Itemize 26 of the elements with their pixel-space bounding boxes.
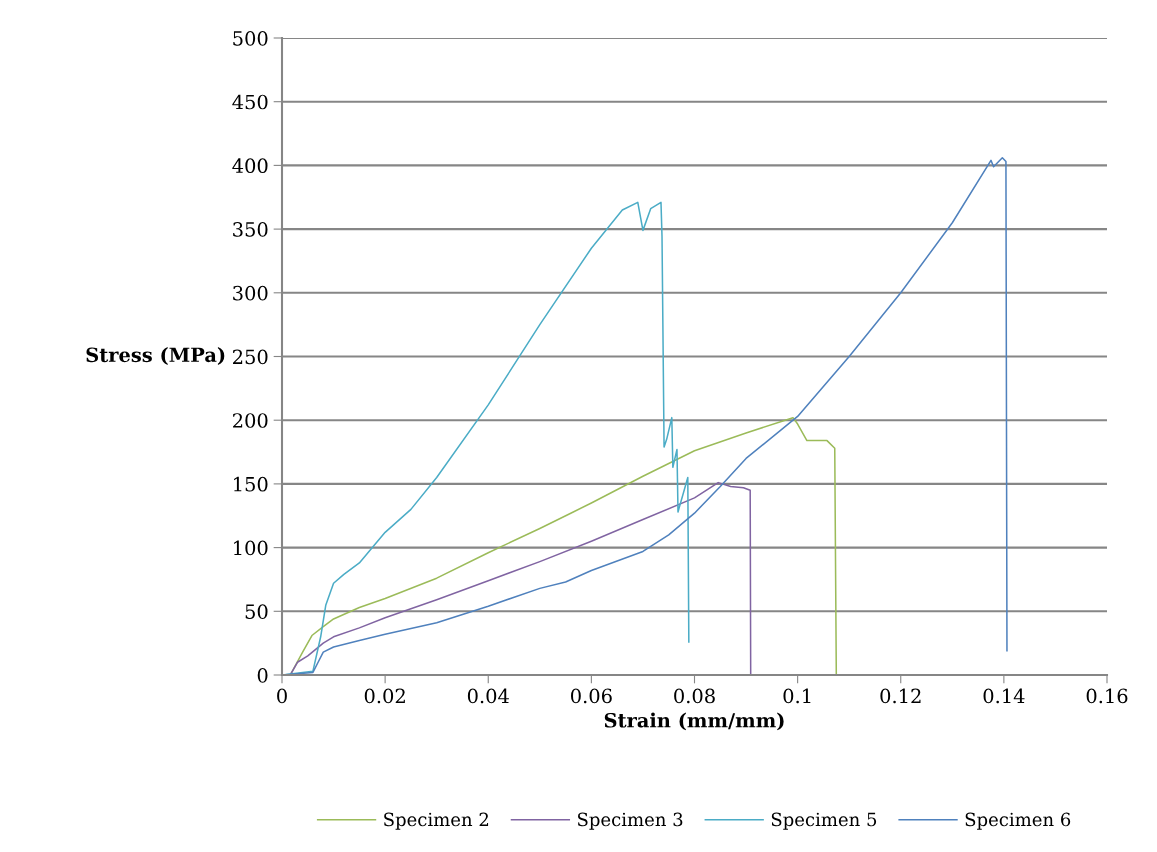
y-tick-label: 500	[233, 30, 268, 46]
legend-label: Specimen 3	[578, 812, 683, 830]
y-tick-label: 250	[233, 349, 268, 365]
x-axis-title: Strain (mm/mm)	[604, 712, 784, 731]
y-tick-label: 450	[232, 94, 268, 110]
legend-label: Specimen 5	[771, 812, 877, 830]
y-axis-title: Stress (MPa)	[86, 347, 225, 365]
y-tick-label: 300	[233, 285, 268, 301]
x-tick-label: 0.16	[1086, 688, 1128, 704]
y-tick-label: 0	[257, 667, 268, 683]
x-tick-label: 0.04	[467, 688, 509, 704]
x-tick-label: 0.02	[364, 688, 405, 704]
y-tick-label: 100	[234, 540, 268, 556]
y-tick-label: 200	[233, 413, 268, 428]
legend-label: Specimen 2	[384, 812, 489, 830]
x-tick-label: 0.12	[880, 688, 921, 704]
x-tick-label: 0.06	[571, 688, 612, 704]
x-tick-label: 0	[277, 688, 287, 704]
y-tick-label: 50	[245, 604, 268, 619]
x-tick-label: 0.14	[983, 688, 1025, 704]
legend-label: Specimen 6	[965, 812, 1071, 830]
y-tick-label: 350	[233, 222, 268, 237]
x-tick-label: 0.1	[783, 688, 811, 704]
y-tick-label: 400	[232, 158, 268, 174]
x-tick-label: 0.08	[674, 688, 715, 704]
y-tick-label: 150	[234, 476, 268, 492]
